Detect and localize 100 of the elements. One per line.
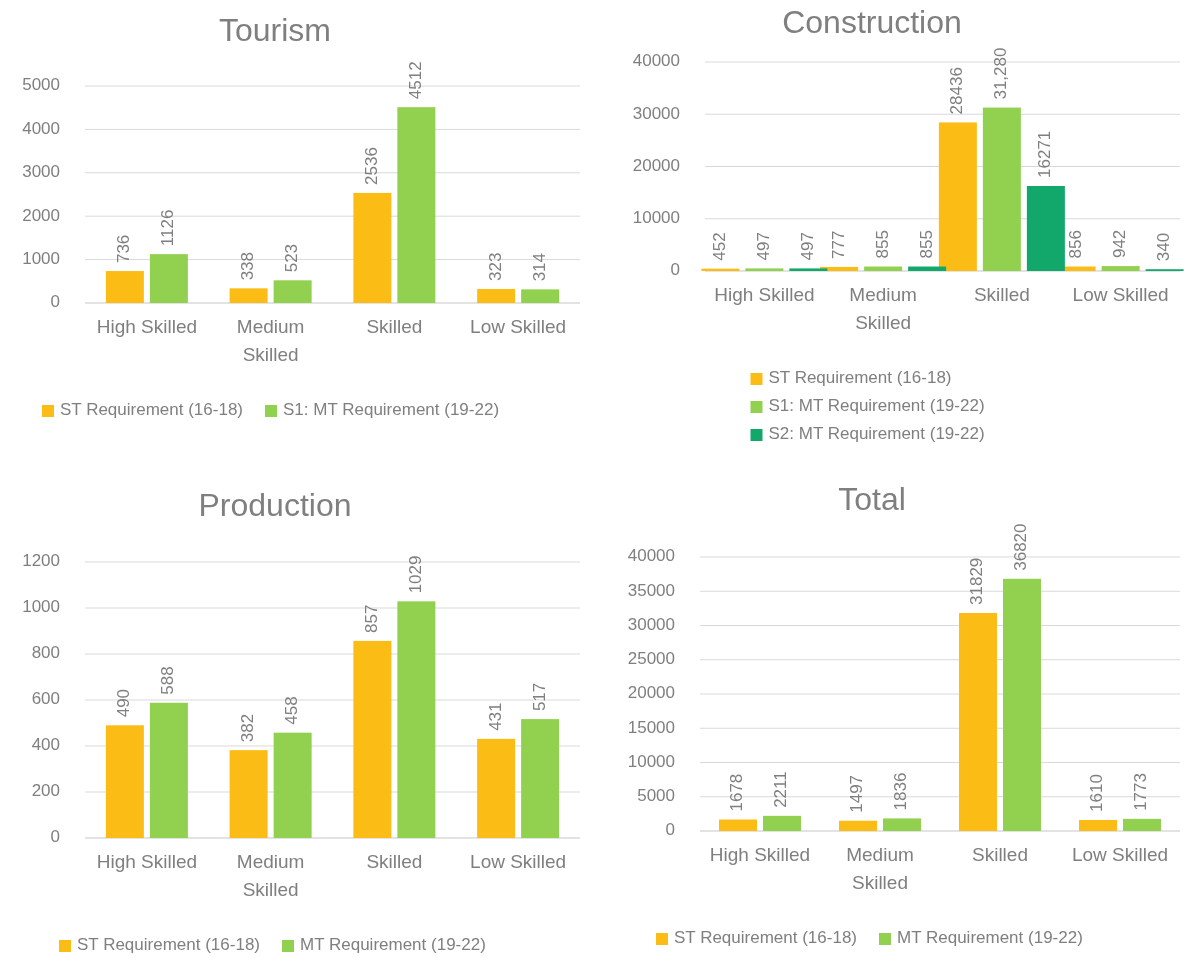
- data-label: 31,280: [991, 47, 1011, 100]
- data-label: 323: [485, 252, 505, 281]
- x-tick-label: Medium Skilled: [236, 316, 305, 365]
- bar: [273, 732, 312, 838]
- y-tick-label: 1000: [22, 249, 60, 269]
- y-tick-label: 4000: [22, 118, 60, 138]
- bar: [763, 815, 801, 831]
- data-label: 1126: [158, 209, 178, 247]
- y-tick-label: 0: [665, 820, 675, 840]
- x-tick-label: High Skilled: [714, 284, 815, 305]
- bar: [521, 719, 560, 838]
- x-tick-label: Medium Skilled: [846, 844, 914, 893]
- data-label: 497: [797, 232, 817, 261]
- bar: [959, 612, 997, 831]
- y-tick-label: 30000: [632, 103, 680, 123]
- y-tick-label: 15000: [627, 717, 675, 737]
- data-label: 588: [158, 666, 178, 695]
- bar: [105, 725, 144, 838]
- data-label: 2536: [361, 147, 381, 185]
- bar: [982, 107, 1021, 271]
- bar: [789, 268, 828, 271]
- bar: [1003, 578, 1041, 831]
- data-label: 1773: [1131, 773, 1151, 811]
- legend-label: MT Requirement (19-22): [300, 935, 486, 955]
- data-label: 340: [1154, 232, 1174, 262]
- x-tick-label: Medium Skilled: [849, 284, 917, 333]
- data-label: 382: [238, 713, 258, 743]
- x-tick-label: Medium Skilled: [236, 851, 305, 900]
- y-tick-label: 20000: [632, 155, 680, 175]
- y-tick-label: 3000: [22, 162, 60, 182]
- y-tick-label: 5000: [22, 75, 60, 95]
- bar: [149, 702, 188, 838]
- chart-title: Construction: [782, 4, 962, 41]
- data-label: 314: [529, 253, 549, 282]
- y-tick-label: 40000: [627, 546, 675, 566]
- bar: [1101, 266, 1140, 271]
- data-label: 1836: [891, 772, 911, 811]
- y-tick-label: 2000: [22, 205, 60, 225]
- data-label: 855: [872, 230, 892, 259]
- data-label: 942: [1110, 229, 1130, 259]
- y-tick-label: 0: [50, 827, 60, 847]
- data-label: 517: [529, 682, 549, 712]
- data-label: 855: [916, 230, 936, 259]
- bar: [1123, 818, 1161, 831]
- x-tick-label: Low Skilled: [1072, 284, 1169, 305]
- bar: [477, 288, 516, 303]
- data-label: 497: [753, 232, 773, 261]
- bar: [1026, 185, 1065, 271]
- data-label: 458: [282, 696, 302, 725]
- y-tick-label: 25000: [627, 649, 675, 669]
- y-tick-label: 5000: [637, 786, 675, 806]
- data-label: 4512: [405, 61, 425, 100]
- legend-label: ST Requirement (16-18): [77, 935, 260, 955]
- x-tick-label: Skilled: [973, 284, 1030, 305]
- chart-title: Production: [198, 487, 352, 524]
- x-tick-label: High Skilled: [96, 316, 198, 337]
- data-label: 338: [238, 251, 258, 281]
- legend-label: ST Requirement (16-18): [768, 368, 952, 388]
- bar: [149, 254, 188, 303]
- x-tick-label: Skilled: [972, 844, 1028, 865]
- y-tick-label: 0: [50, 292, 60, 312]
- data-label: 777: [828, 230, 848, 259]
- y-tick-label: 40000: [632, 51, 680, 71]
- x-tick-label: Low Skilled: [470, 851, 567, 872]
- bar: [353, 192, 392, 303]
- legend-label: ST Requirement (16-18): [60, 400, 243, 420]
- bar: [745, 268, 784, 271]
- y-tick-label: 0: [670, 260, 680, 280]
- data-label: 1497: [847, 774, 867, 813]
- bar: [397, 107, 436, 303]
- data-label: 490: [114, 688, 134, 718]
- y-tick-label: 1000: [22, 597, 60, 617]
- bar: [105, 271, 144, 303]
- bar: [883, 818, 921, 831]
- data-label: 16271: [1035, 130, 1055, 178]
- data-label: 1678: [727, 773, 747, 812]
- legend-label: S1: MT Requirement (19-22): [283, 400, 500, 420]
- bar: [229, 750, 268, 838]
- y-tick-label: 1200: [22, 551, 60, 571]
- y-tick-label: 200: [31, 781, 60, 801]
- bar: [938, 122, 977, 271]
- bar: [229, 288, 268, 303]
- x-tick-label: High Skilled: [709, 844, 811, 865]
- bar: [273, 280, 312, 303]
- bar: [397, 601, 436, 838]
- y-tick-label: 400: [31, 735, 60, 755]
- y-tick-label: 10000: [627, 751, 675, 771]
- data-label: 2211: [771, 771, 791, 808]
- y-tick-label: 600: [31, 689, 60, 709]
- data-label: 452: [709, 232, 729, 261]
- data-label: 736: [114, 234, 134, 264]
- data-label: 1029: [405, 555, 425, 594]
- y-tick-label: 35000: [627, 580, 675, 600]
- legend-label: S2: MT Requirement (19-22): [768, 424, 985, 444]
- x-tick-label: High Skilled: [96, 851, 198, 872]
- bar: [477, 738, 516, 838]
- legend-label: S1: MT Requirement (19-22): [768, 396, 985, 416]
- data-label: 857: [361, 604, 381, 633]
- x-tick-label: Skilled: [366, 851, 423, 872]
- y-tick-label: 30000: [627, 614, 675, 634]
